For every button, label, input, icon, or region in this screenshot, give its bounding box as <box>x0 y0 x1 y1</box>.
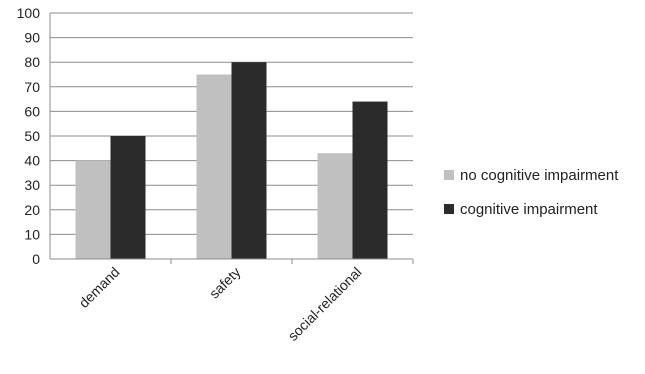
legend-item-cognitive-impairment: cognitive impairment <box>444 198 618 220</box>
legend-swatch-no-cognitive-impairment <box>444 170 454 180</box>
axes <box>49 13 414 264</box>
x-category-label-safety: safety <box>206 264 244 302</box>
y-tick-label-30: 30 <box>24 177 40 193</box>
y-tick-label-90: 90 <box>24 30 40 46</box>
y-tick-labels: 0 10 20 30 40 50 60 70 80 90 100 <box>17 5 41 267</box>
legend-swatch-cognitive-impairment <box>444 204 454 214</box>
bar-safety-cognitive-impairment <box>231 62 267 260</box>
y-tick-label-80: 80 <box>24 54 40 70</box>
x-category-label-demand: demand <box>76 264 123 311</box>
y-tick-label-0: 0 <box>32 251 40 267</box>
bar-safety-no-cognitive-impairment <box>196 74 232 259</box>
legend: no cognitive impairment cognitive impair… <box>444 164 618 232</box>
x-category-label-social-relational: social-relational <box>285 264 365 344</box>
bar-demand-no-cognitive-impairment <box>75 160 111 259</box>
y-tick-label-10: 10 <box>24 226 40 242</box>
x-category-labels: demand safety social-relational <box>76 264 365 344</box>
legend-label-cognitive-impairment: cognitive impairment <box>460 200 598 218</box>
y-tick-label-100: 100 <box>17 5 41 21</box>
y-tick-label-20: 20 <box>24 202 40 218</box>
y-tick-label-70: 70 <box>24 79 40 95</box>
y-tick-label-50: 50 <box>24 128 40 144</box>
bar-demand-cognitive-impairment <box>110 136 146 259</box>
y-tick-label-60: 60 <box>24 103 40 119</box>
bars <box>75 62 388 260</box>
bar-social-relational-cognitive-impairment <box>352 101 388 259</box>
y-tick-label-40: 40 <box>24 153 40 169</box>
bar-social-relational-no-cognitive-impairment <box>317 153 353 259</box>
legend-item-no-cognitive-impairment: no cognitive impairment <box>444 164 618 186</box>
legend-label-no-cognitive-impairment: no cognitive impairment <box>460 166 619 184</box>
